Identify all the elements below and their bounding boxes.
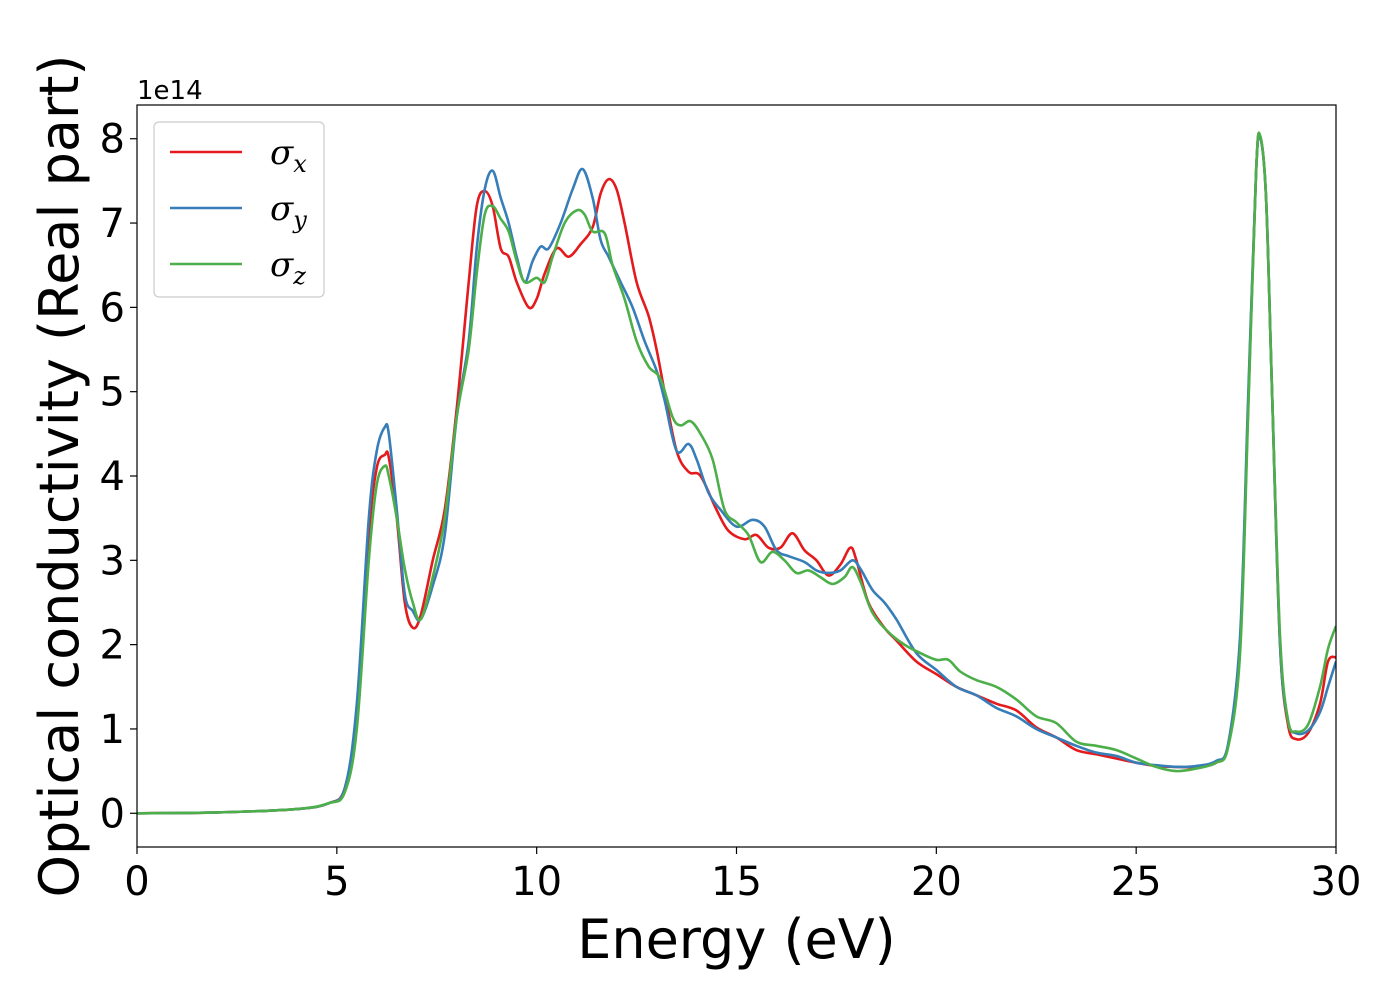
x-axis: 0 5 10 15 20 25 30 xyxy=(124,847,1361,905)
legend-label-z: σz xyxy=(270,245,306,290)
y-tick-label: 1 xyxy=(100,707,125,753)
legend-label-x: σx xyxy=(270,133,307,178)
y-tick-label: 6 xyxy=(100,285,125,331)
series-line-z xyxy=(137,131,1336,815)
y-offset-label: 1e14 xyxy=(137,76,203,106)
y-axis-label: Optical conductivity (Real part) xyxy=(28,55,91,898)
x-tick-label: 15 xyxy=(711,859,762,905)
y-tick-label: 3 xyxy=(100,538,125,584)
x-axis-label: Energy (eV) xyxy=(577,908,896,971)
y-tick-label: 8 xyxy=(100,117,125,163)
y-axis: 0 1 2 3 4 5 6 7 8 xyxy=(100,117,137,837)
y-tick-label: 2 xyxy=(100,623,125,669)
x-tick-label: 5 xyxy=(324,859,349,905)
legend: σx σy σz xyxy=(153,121,325,298)
x-tick-label: 20 xyxy=(911,859,962,905)
y-tick-label: 7 xyxy=(100,201,125,247)
y-tick-label: 0 xyxy=(100,791,125,837)
x-tick-label: 10 xyxy=(511,859,562,905)
x-tick-label: 0 xyxy=(124,859,149,905)
y-tick-label: 4 xyxy=(100,454,125,500)
series-layer xyxy=(137,131,1336,815)
x-tick-label: 30 xyxy=(1311,859,1362,905)
legend-box xyxy=(153,121,325,298)
y-tick-label: 5 xyxy=(100,370,125,416)
x-tick-label: 25 xyxy=(1111,859,1162,905)
legend-label-y: σy xyxy=(270,189,307,234)
